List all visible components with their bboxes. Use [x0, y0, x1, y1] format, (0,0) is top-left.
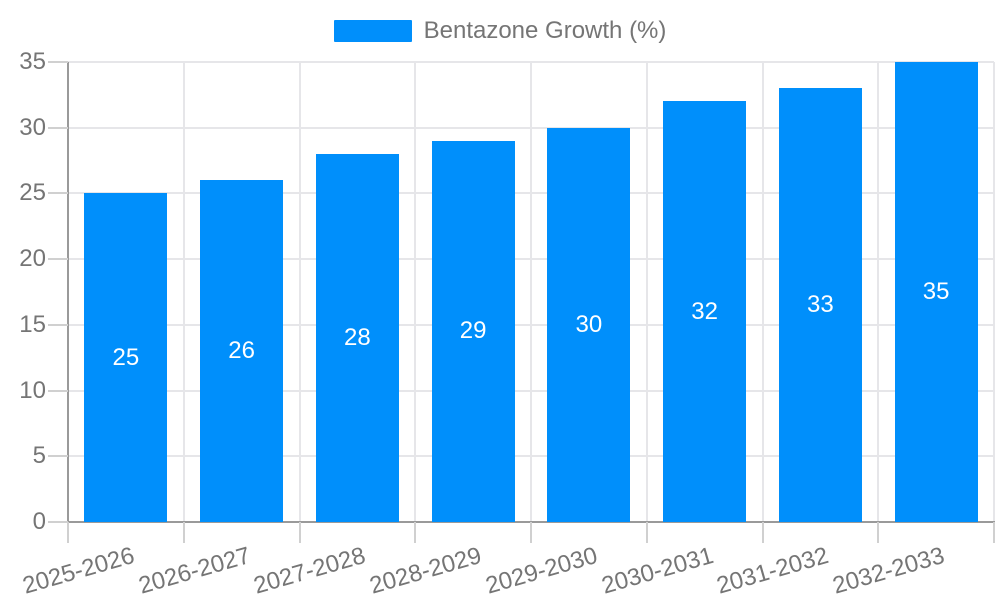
y-axis-line: [67, 62, 69, 522]
v-gridline: [298, 62, 301, 522]
y-axis-label: 5: [32, 442, 46, 470]
y-axis-label: 0: [32, 508, 46, 535]
x-tick-mark: [993, 522, 995, 543]
chart-legend[interactable]: Bentazone Growth (%): [0, 17, 1000, 45]
y-axis-label: 10: [19, 376, 46, 404]
bar-value-label: 30: [575, 310, 603, 338]
x-tick-mark: [67, 522, 69, 543]
y-tick-mark: [48, 61, 68, 63]
x-tick-mark: [414, 522, 417, 543]
y-axis-label: 25: [19, 179, 46, 207]
legend-label: Bentazone Growth (%): [423, 17, 667, 44]
x-tick-mark: [877, 522, 880, 543]
y-axis-label: 20: [19, 245, 46, 273]
y-tick-mark: [48, 192, 68, 195]
legend-swatch: [333, 20, 412, 42]
y-tick-mark: [48, 258, 68, 261]
y-tick-mark: [48, 521, 68, 523]
bar-value-label: 28: [344, 324, 371, 351]
bar[interactable]: 29: [431, 140, 515, 522]
y-axis-label: 35: [19, 48, 46, 75]
y-tick-mark: [48, 389, 68, 392]
x-tick-mark: [761, 522, 764, 543]
y-tick-mark: [48, 126, 68, 129]
v-gridline: [877, 62, 880, 522]
y-axis-label: 15: [19, 310, 46, 338]
bar-value-label: 25: [112, 343, 140, 371]
bar-value-label: 29: [459, 317, 487, 345]
x-tick-mark: [298, 522, 301, 543]
v-gridline: [182, 62, 185, 522]
bar[interactable]: 26: [200, 180, 284, 522]
bar-value-label: 33: [807, 291, 834, 319]
v-gridline: [761, 62, 764, 522]
bar[interactable]: 25: [84, 193, 168, 522]
x-tick-mark: [530, 522, 532, 543]
v-gridline: [414, 62, 417, 522]
y-tick-mark: [48, 455, 68, 458]
v-gridline: [645, 62, 648, 522]
bar[interactable]: 35: [894, 62, 978, 522]
bar[interactable]: 30: [547, 127, 631, 522]
y-tick-mark: [48, 323, 68, 326]
x-tick-mark: [182, 522, 185, 543]
bar-value-label: 32: [691, 297, 718, 325]
v-gridline: [530, 62, 532, 522]
bar[interactable]: 28: [315, 154, 399, 522]
v-gridline: [993, 62, 995, 522]
bar-value-label: 35: [922, 278, 950, 305]
plot-area: [68, 61, 995, 522]
bar[interactable]: 32: [663, 101, 747, 522]
bar-value-label: 26: [228, 337, 255, 365]
bar[interactable]: 33: [778, 88, 862, 522]
x-tick-mark: [645, 522, 648, 543]
y-axis-label: 30: [19, 113, 46, 141]
